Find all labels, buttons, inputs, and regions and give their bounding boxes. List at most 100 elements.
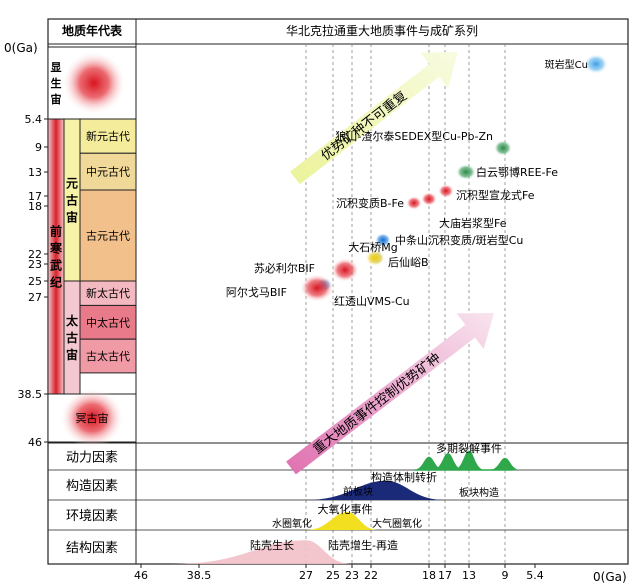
x-tick-label: 22 <box>364 569 378 582</box>
trend-arrow-label: 优势矿种不可重复 <box>318 88 410 164</box>
x-tick-label: 5.4 <box>526 569 544 582</box>
mineral-series-label: 大石桥Mg <box>348 240 397 254</box>
dynamic-factor-peak <box>432 453 464 470</box>
eon-hadean-glow <box>60 388 124 448</box>
mineral-series-point <box>331 258 359 282</box>
mineral-series-point <box>300 274 334 302</box>
mineral-series-point <box>438 184 454 198</box>
factor-row-label: 动力因素 <box>66 451 118 466</box>
factor-annotation: 水圈氧化 <box>272 517 312 530</box>
x-unit-label: 0(Ga) <box>593 570 627 584</box>
factor-annotation: 板块构造 <box>459 486 499 499</box>
era-cell <box>79 304 137 340</box>
y-tick-label: 18 <box>28 200 42 213</box>
factor-curve <box>171 540 352 564</box>
y-tick-label: 9 <box>35 141 42 154</box>
y-tick-label: 17 <box>28 190 42 203</box>
era-label: 古元古代 <box>86 230 130 243</box>
y-tick-label: 46 <box>28 436 42 449</box>
eon-label-proterozoic: 宙 <box>66 210 78 225</box>
x-tick-label: 9 <box>502 569 509 582</box>
mineral-series-label: 斑岩型Cu <box>545 58 588 71</box>
mineral-series-point <box>421 192 437 206</box>
eon-label-proterozoic: 元 <box>66 177 78 191</box>
mineral-series-points: 斑岩型Cu 狼山-渣尔泰SEDEX型Cu-Pb-Zn 白云鄂博REE-Fe 沉积型宣龙… <box>226 54 608 308</box>
mineral-series-point <box>494 140 512 156</box>
eon-label-precambrian: 武 <box>50 258 62 273</box>
x-tick-label: 46 <box>134 569 148 582</box>
x-tick-label: 18 <box>422 569 436 582</box>
mineral-series-point <box>365 250 385 266</box>
mineral-series-point <box>375 233 391 247</box>
x-tick-label: 25 <box>326 569 340 582</box>
trend-arrow-shape <box>290 52 458 185</box>
dynamic-factor-peak <box>489 457 521 470</box>
eon-label-archean: 古 <box>66 330 78 345</box>
x-tick-label: 13 <box>462 569 476 582</box>
era-label: 中太古代 <box>86 316 130 329</box>
trend-arrow-shape <box>286 313 494 475</box>
mineral-series-label: 阿尔戈马BIF <box>226 286 287 299</box>
x-tick-label: 27 <box>299 569 313 582</box>
mineral-series-label: 沉积型宣龙式Fe <box>456 188 535 202</box>
mineral-series-label: 白云鄂博REE-Fe <box>476 165 558 179</box>
dynamic-factor-peak <box>413 456 445 470</box>
x-axis-ticks: 46 38.5 27 25 23 22 18 17 13 9 5.4 <box>134 564 544 582</box>
factor-annotation: 大气圈氧化 <box>372 517 422 530</box>
mineral-series-label: 红透山VMS-Cu <box>334 295 410 308</box>
y-tick-label: 5.4 <box>25 113 43 126</box>
factor-row-label: 结构因素 <box>66 541 118 556</box>
era-label: 新太古代 <box>86 286 130 300</box>
y-tick-label: 27 <box>28 291 42 304</box>
factor-annotation: 前板块 <box>343 485 373 498</box>
mineral-series-point <box>584 54 608 74</box>
factor-curve <box>306 512 379 530</box>
mineral-series-point <box>456 164 476 180</box>
mineral-series-label: 大庙岩浆型Fe <box>439 216 507 230</box>
era-label: 中元古代 <box>86 166 130 179</box>
factor-annotation: 大氧化事件 <box>318 502 373 516</box>
chart-title: 华北克拉通重大地质事件与成矿系列 <box>286 23 478 38</box>
y-tick-label: 23 <box>28 258 42 271</box>
eon-label-hadean: 冥古宙 <box>76 411 109 425</box>
mineral-series-point <box>406 196 422 210</box>
mineral-series-label: 沉积变质B-Fe <box>336 196 404 210</box>
mineral-series-label: 狼山-渣尔泰SEDEX型Cu-Pb-Zn <box>335 129 493 143</box>
eon-label-precambrian: 前 <box>50 224 62 239</box>
eon-precambrian-cell <box>47 118 65 395</box>
eon-label-phanerozoic: 宙 <box>51 92 62 106</box>
y-unit-label: 0(Ga) <box>4 41 38 55</box>
mineral-series-label: 后仙峪B <box>388 256 429 269</box>
timescale-header: 地质年代表 <box>62 23 123 38</box>
era-cell <box>79 338 137 374</box>
mineral-series-label: 中条山沉积变质/斑岩型Cu <box>395 233 523 247</box>
eon-label-precambrian: 纪 <box>50 275 62 290</box>
eon-label-proterozoic: 古 <box>66 193 78 208</box>
factor-annotation: 构造体制转折 <box>371 470 437 484</box>
eon-phanerozoic-glow <box>62 51 126 115</box>
y-tick-label: 13 <box>28 166 42 179</box>
eon-label-phanerozoic: 显 <box>51 61 62 74</box>
x-tick-label: 23 <box>345 569 359 582</box>
eon-label-phanerozoic: 生 <box>51 76 62 90</box>
y-tick-label: 38.5 <box>18 388 43 401</box>
trend-arrow-label: 重大地质事件控制优势矿种 <box>310 350 444 457</box>
y-tick-label: 25 <box>28 275 42 288</box>
factor-row-label: 环境因素 <box>66 509 118 524</box>
factor-annotation: 陆壳生长 <box>250 538 294 552</box>
factor-annotation: 多期裂解事件 <box>436 441 502 455</box>
mineral-series-label: 苏必利尔BIF <box>254 262 315 275</box>
eon-label-archean: 太 <box>66 313 79 328</box>
era-label: 新元古代 <box>86 129 130 143</box>
era-label: 古太古代 <box>86 350 130 363</box>
x-tick-label: 38.5 <box>187 569 212 582</box>
factor-annotation: 陆壳增生-再造 <box>328 538 398 552</box>
dynamic-factor-peak <box>453 450 485 470</box>
eon-label-archean: 宙 <box>66 347 78 362</box>
eon-label-precambrian: 寒 <box>49 241 62 256</box>
factor-curve <box>306 480 445 500</box>
